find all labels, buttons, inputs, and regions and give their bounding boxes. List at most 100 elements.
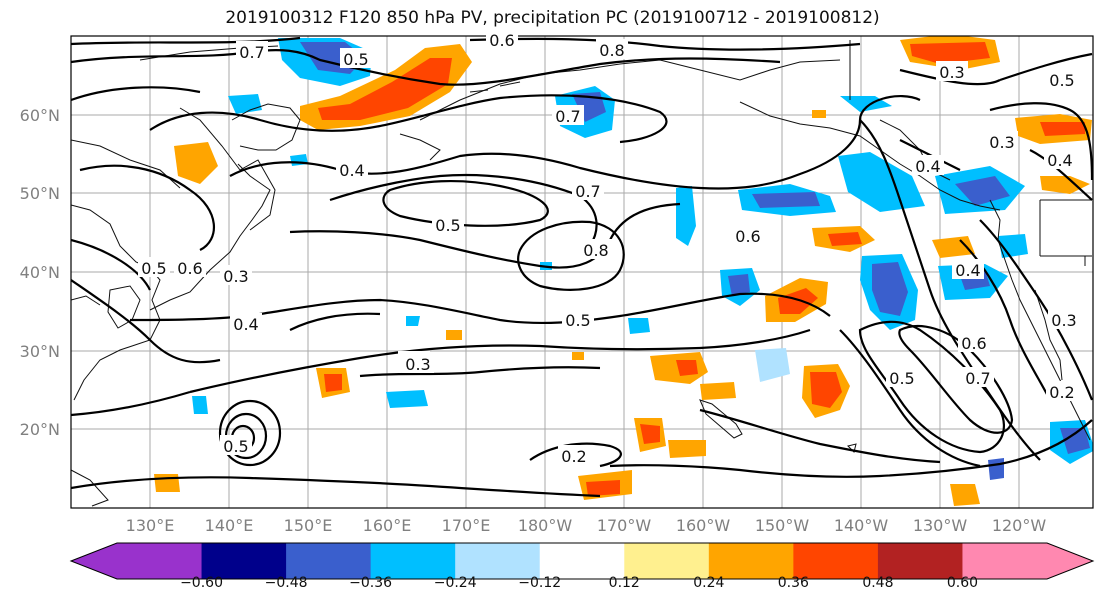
contour-label-bg [336, 159, 368, 179]
neg-patch [676, 186, 696, 246]
neg-patch [838, 152, 925, 212]
pos-patch [812, 110, 826, 118]
pos-patch [174, 142, 218, 184]
contour-label-bg [572, 180, 604, 200]
contour-label-bg [230, 313, 262, 333]
contour-label-bg [220, 265, 252, 285]
lon-label: 130°E [126, 516, 175, 535]
contour-label-bg [1044, 149, 1076, 169]
contour-label: 0.7 [965, 369, 990, 388]
pos-patch [572, 352, 584, 360]
colorbar-segment [539, 543, 625, 579]
contour-label: 0.3 [989, 133, 1014, 152]
contour-label: 0.5 [343, 50, 368, 69]
colorbar-tick-label: −0.48 [265, 575, 308, 591]
neg-patch [290, 154, 308, 166]
colorbar-tick-label: −0.60 [180, 575, 223, 591]
latitude-labels: 60°N 50°N 40°N 30°N 20°N [20, 106, 60, 439]
colorbar-tick-label: −0.24 [434, 575, 477, 591]
pos-patch [324, 374, 342, 392]
colorbar-segment [877, 543, 963, 579]
colorbar-segment [708, 543, 794, 579]
lon-label: 160°E [363, 516, 412, 535]
contour-label: 0.3 [1051, 311, 1076, 330]
contour-label: 0.8 [583, 241, 608, 260]
neg-patch [872, 262, 908, 316]
neg-patch [988, 458, 1004, 480]
contour-label-bg [558, 445, 590, 465]
contour-label: 0.3 [405, 355, 430, 374]
lon-label: 130°W [913, 516, 968, 535]
pos-patch [640, 424, 660, 444]
pos-patch [154, 474, 180, 492]
contour-label-bg [236, 41, 268, 61]
contour-label: 0.6 [735, 227, 760, 246]
lon-label: 170°W [597, 516, 652, 535]
contour-label-bg [340, 48, 372, 68]
colorbar-segment [455, 543, 541, 579]
neg-patch [755, 348, 790, 382]
contour-label: 0.6 [961, 334, 986, 353]
contour-label-bg [220, 435, 252, 455]
colorbar-segment [117, 543, 203, 579]
colorbar-tick-labels: −0.60 −0.48 −0.36 −0.24 −0.12 0.12 0.24 0.36 0.4… [180, 575, 978, 591]
colorbar-tick-label: 0.24 [693, 575, 724, 591]
pos-patch [950, 484, 980, 506]
colorbar-tick-label: 0.36 [778, 575, 809, 591]
contour-label-bg [1046, 69, 1078, 89]
contour-label: 0.4 [339, 161, 364, 180]
contour-label: 0.7 [555, 107, 580, 126]
pos-patch [586, 480, 620, 496]
contour-label: 0.6 [489, 31, 514, 50]
lon-label: 140°E [205, 516, 254, 535]
pos-patch [318, 58, 452, 120]
contour-label-bg [486, 29, 518, 49]
colorbar-segment [370, 543, 456, 579]
colorbar-segment [201, 543, 287, 579]
colorbar-tick-label: 0.48 [862, 575, 893, 591]
lat-label: 30°N [20, 342, 60, 361]
colorbar-tick-label: 0.12 [609, 575, 640, 591]
neg-patch [752, 192, 820, 208]
neg-patch [1060, 428, 1090, 454]
contour-label-bg [174, 257, 206, 277]
colorbar-segment [962, 543, 1048, 579]
pos-patch [828, 232, 862, 246]
contour-label-bg [952, 259, 984, 279]
pos-patch [700, 382, 736, 400]
contour-label-bg [580, 239, 612, 259]
contour-label: 0.5 [223, 437, 248, 456]
contour-label: 0.5 [565, 311, 590, 330]
contour-label: 0.3 [223, 267, 248, 286]
neg-patch [192, 396, 208, 414]
contour-label-bg [936, 61, 968, 81]
contour-label-bg [596, 39, 628, 59]
lat-label: 40°N [20, 263, 60, 282]
neg-patch [955, 176, 1010, 206]
lon-label: 170°E [442, 516, 491, 535]
contour-label: 0.5 [435, 216, 460, 235]
colorbar-tick-label: 0.60 [947, 575, 978, 591]
contour-label: 0.4 [1047, 151, 1072, 170]
neg-patch [728, 274, 750, 296]
longitude-labels: 130°E 140°E 150°E 160°E 170°E 180°W 170°W 160°W… [126, 516, 1047, 535]
lon-label: 140°W [834, 516, 889, 535]
contour-label: 0.4 [955, 261, 980, 280]
lat-label: 20°N [20, 420, 60, 439]
contour-label: 0.2 [561, 447, 586, 466]
pos-patch [1040, 122, 1085, 136]
contour-label: 0.5 [889, 369, 914, 388]
lon-label: 120°W [992, 516, 1047, 535]
colorbar-segment [624, 543, 710, 579]
pos-patch [1040, 176, 1090, 194]
map-frame [70, 35, 1094, 509]
contour-label-bg [986, 131, 1018, 151]
lat-label: 50°N [20, 184, 60, 203]
colorbar-arrow-left [71, 543, 117, 579]
neg-patch [386, 390, 428, 408]
neg-patch [406, 316, 420, 326]
contour-label: 0.8 [599, 41, 624, 60]
contour-label-bg [912, 155, 944, 175]
contour-label-bg [732, 225, 764, 245]
contour-label: 0.7 [239, 43, 264, 62]
